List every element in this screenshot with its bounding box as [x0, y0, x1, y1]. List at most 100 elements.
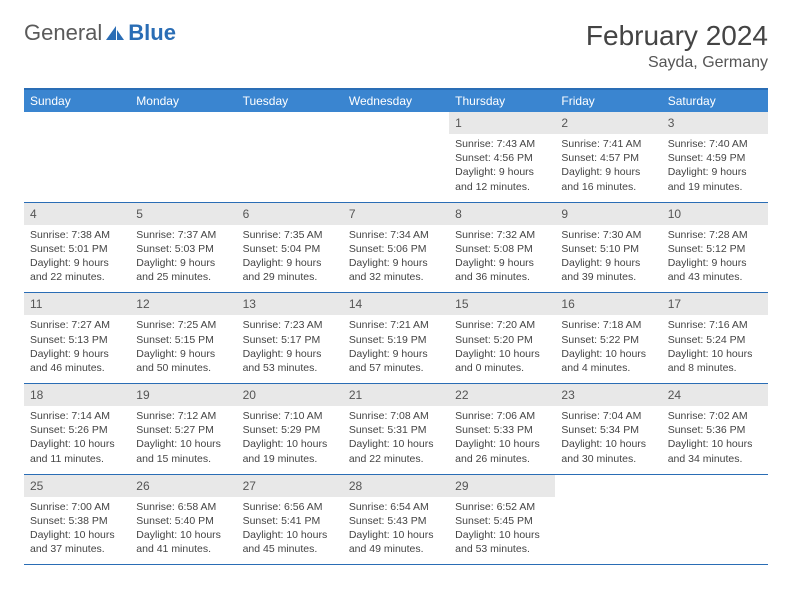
sunset-text: Sunset: 5:01 PM: [30, 242, 124, 256]
day-number: 8: [455, 207, 462, 221]
day-number-bar: 10: [662, 203, 768, 225]
daylight-text: Daylight: 9 hours and 22 minutes.: [30, 256, 124, 284]
week-row: 4Sunrise: 7:38 AMSunset: 5:01 PMDaylight…: [24, 203, 768, 294]
day-cell: 16Sunrise: 7:18 AMSunset: 5:22 PMDayligh…: [555, 293, 661, 383]
day-number-bar: 29: [449, 475, 555, 497]
sunrise-text: Sunrise: 7:43 AM: [455, 137, 549, 151]
sunset-text: Sunset: 4:59 PM: [668, 151, 762, 165]
daylight-text: Daylight: 10 hours and 30 minutes.: [561, 437, 655, 465]
day-info: Sunrise: 7:08 AMSunset: 5:31 PMDaylight:…: [349, 409, 443, 466]
sunrise-text: Sunrise: 6:52 AM: [455, 500, 549, 514]
sunrise-text: Sunrise: 7:41 AM: [561, 137, 655, 151]
day-info: Sunrise: 7:32 AMSunset: 5:08 PMDaylight:…: [455, 228, 549, 285]
sunrise-text: Sunrise: 7:14 AM: [30, 409, 124, 423]
sunset-text: Sunset: 5:26 PM: [30, 423, 124, 437]
daylight-text: Daylight: 10 hours and 11 minutes.: [30, 437, 124, 465]
day-number-bar: 27: [237, 475, 343, 497]
day-number-bar: 18: [24, 384, 130, 406]
sunrise-text: Sunrise: 7:16 AM: [668, 318, 762, 332]
day-number: 18: [30, 388, 43, 402]
day-number: 2: [561, 116, 568, 130]
day-info: Sunrise: 7:16 AMSunset: 5:24 PMDaylight:…: [668, 318, 762, 375]
day-number: 3: [668, 116, 675, 130]
sunset-text: Sunset: 5:08 PM: [455, 242, 549, 256]
daylight-text: Daylight: 10 hours and 26 minutes.: [455, 437, 549, 465]
day-number: 13: [243, 297, 256, 311]
day-info: Sunrise: 7:41 AMSunset: 4:57 PMDaylight:…: [561, 137, 655, 194]
daylight-text: Daylight: 9 hours and 16 minutes.: [561, 165, 655, 193]
calendar-page: General Blue February 2024 Sayda, German…: [0, 0, 792, 585]
daylight-text: Daylight: 10 hours and 4 minutes.: [561, 347, 655, 375]
day-number: 28: [349, 479, 362, 493]
week-row: 11 Sunrise: 7:27 AMSunset: 5:13 PMDayligh…: [24, 293, 768, 384]
daylight-text: Daylight: 9 hours and 53 minutes.: [243, 347, 337, 375]
day-info: Sunrise: 7:02 AMSunset: 5:36 PMDaylight:…: [668, 409, 762, 466]
sunset-text: Sunset: 5:45 PM: [455, 514, 549, 528]
day-info: Sunrise: 7:28 AMSunset: 5:12 PMDaylight:…: [668, 228, 762, 285]
weekday-tue: Tuesday: [237, 90, 343, 112]
day-info: Sunrise: 7:35 AMSunset: 5:04 PMDaylight:…: [243, 228, 337, 285]
day-info: Sunrise: 6:52 AMSunset: 5:45 PMDaylight:…: [455, 500, 549, 557]
sunset-text: Sunset: 5:34 PM: [561, 423, 655, 437]
day-info: Sunrise: 7:10 AMSunset: 5:29 PMDaylight:…: [243, 409, 337, 466]
weekday-header: Sunday Monday Tuesday Wednesday Thursday…: [24, 90, 768, 112]
day-info: Sunrise: 6:58 AMSunset: 5:40 PMDaylight:…: [136, 500, 230, 557]
day-info: Sunrise: 7:37 AMSunset: 5:03 PMDaylight:…: [136, 228, 230, 285]
weekday-sat: Saturday: [662, 90, 768, 112]
day-cell: 7Sunrise: 7:34 AMSunset: 5:06 PMDaylight…: [343, 203, 449, 293]
day-number: 12: [136, 297, 149, 311]
month-title: February 2024: [586, 20, 768, 52]
day-number: 11: [30, 297, 42, 311]
day-cell: 20 Sunrise: 7:10 AMSunset: 5:29 PMDayligh…: [237, 384, 343, 474]
day-number: 14: [349, 297, 362, 311]
sunset-text: Sunset: 5:40 PM: [136, 514, 230, 528]
sail-icon: [104, 24, 126, 42]
day-number: 9: [561, 207, 568, 221]
day-cell: 4Sunrise: 7:38 AMSunset: 5:01 PMDaylight…: [24, 203, 130, 293]
day-cell: 22Sunrise: 7:06 AMSunset: 5:33 PMDayligh…: [449, 384, 555, 474]
day-info: Sunrise: 7:20 AMSunset: 5:20 PMDaylight:…: [455, 318, 549, 375]
day-cell: 6Sunrise: 7:35 AMSunset: 5:04 PMDaylight…: [237, 203, 343, 293]
day-info: Sunrise: 6:56 AMSunset: 5:41 PMDaylight:…: [243, 500, 337, 557]
day-info: Sunrise: 7:21 AMSunset: 5:19 PMDaylight:…: [349, 318, 443, 375]
day-number: 7: [349, 207, 356, 221]
weekday-mon: Monday: [130, 90, 236, 112]
daylight-text: Daylight: 10 hours and 41 minutes.: [136, 528, 230, 556]
sunset-text: Sunset: 5:13 PM: [30, 333, 124, 347]
day-cell: 17Sunrise: 7:16 AMSunset: 5:24 PMDayligh…: [662, 293, 768, 383]
day-cell: 24 Sunrise: 7:02 AMSunset: 5:36 PMDayligh…: [662, 384, 768, 474]
daylight-text: Daylight: 9 hours and 46 minutes.: [30, 347, 124, 375]
sunset-text: Sunset: 5:36 PM: [668, 423, 762, 437]
day-number-bar: 20: [237, 384, 343, 406]
day-cell: 13Sunrise: 7:23 AMSunset: 5:17 PMDayligh…: [237, 293, 343, 383]
day-cell: 25Sunrise: 7:00 AMSunset: 5:38 PMDayligh…: [24, 475, 130, 565]
sunrise-text: Sunrise: 7:38 AM: [30, 228, 124, 242]
sunrise-text: Sunrise: 7:18 AM: [561, 318, 655, 332]
sunset-text: Sunset: 5:06 PM: [349, 242, 443, 256]
daylight-text: Daylight: 10 hours and 19 minutes.: [243, 437, 337, 465]
sunrise-text: Sunrise: 7:34 AM: [349, 228, 443, 242]
day-number-bar: 13: [237, 293, 343, 315]
day-cell: 29 Sunrise: 6:52 AMSunset: 5:45 PMDayligh…: [449, 475, 555, 565]
week-row: 25Sunrise: 7:00 AMSunset: 5:38 PMDayligh…: [24, 475, 768, 566]
day-number-bar: 25: [24, 475, 130, 497]
sunset-text: Sunset: 5:03 PM: [136, 242, 230, 256]
day-info: Sunrise: 7:27 AMSunset: 5:13 PMDaylight:…: [30, 318, 124, 375]
day-number-bar: 15: [449, 293, 555, 315]
sunset-text: Sunset: 4:57 PM: [561, 151, 655, 165]
day-number-bar: 5: [130, 203, 236, 225]
calendar: Sunday Monday Tuesday Wednesday Thursday…: [24, 88, 768, 565]
day-info: Sunrise: 7:04 AMSunset: 5:34 PMDaylight:…: [561, 409, 655, 466]
daylight-text: Daylight: 10 hours and 37 minutes.: [30, 528, 124, 556]
sunrise-text: Sunrise: 7:02 AM: [668, 409, 762, 423]
sunset-text: Sunset: 5:38 PM: [30, 514, 124, 528]
day-number: 20: [243, 388, 256, 402]
day-cell: 8 Sunrise: 7:32 AMSunset: 5:08 PMDaylight…: [449, 203, 555, 293]
day-number-bar: 24: [662, 384, 768, 406]
title-block: February 2024 Sayda, Germany: [586, 20, 768, 72]
sunset-text: Sunset: 5:17 PM: [243, 333, 337, 347]
daylight-text: Daylight: 9 hours and 19 minutes.: [668, 165, 762, 193]
daylight-text: Daylight: 9 hours and 25 minutes.: [136, 256, 230, 284]
day-info: Sunrise: 7:40 AMSunset: 4:59 PMDaylight:…: [668, 137, 762, 194]
day-cell: 12Sunrise: 7:25 AMSunset: 5:15 PMDayligh…: [130, 293, 236, 383]
